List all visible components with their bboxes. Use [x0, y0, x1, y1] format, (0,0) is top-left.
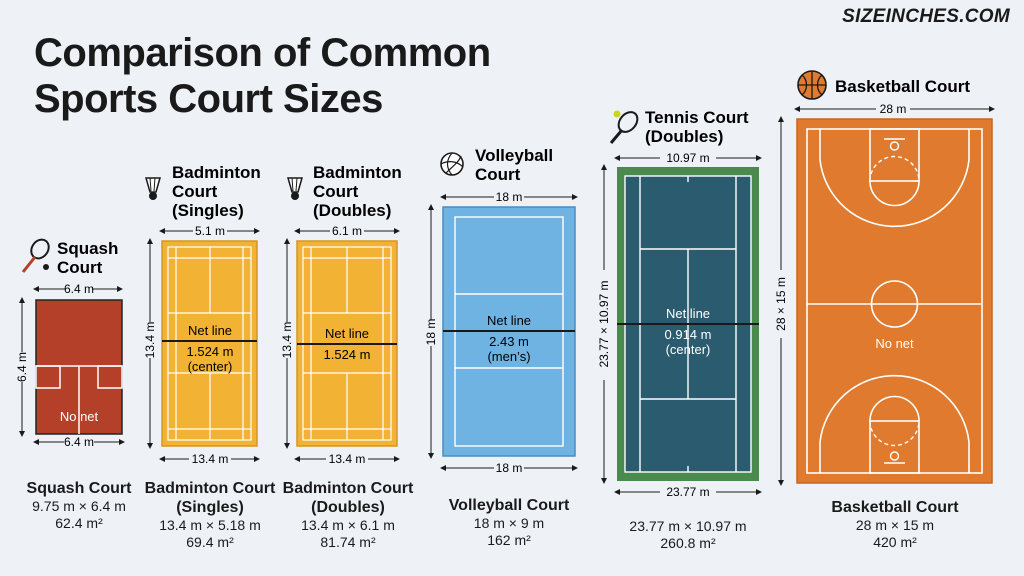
volleyball-top-width: 18 m	[496, 190, 523, 204]
badminton-doubles-caption-area: 81.74 m²	[320, 534, 376, 550]
squash-caption-dims: 9.75 m × 6.4 m	[32, 498, 126, 514]
badminton-singles-top-width: 5.1 m	[195, 224, 225, 238]
tennis-net-note: (center)	[666, 342, 711, 357]
badminton-singles-net-label: Net line	[188, 323, 232, 338]
basketball-icon	[797, 70, 827, 100]
shuttlecock-icon	[287, 177, 303, 200]
badminton-singles-court: Badminton Court (Singles) 5.1 m Net line…	[142, 163, 261, 466]
badminton-singles-label-2: Court	[172, 182, 218, 201]
volleyball-court: Volleyball Court 18 m Net line 2.43 m (m…	[423, 146, 578, 475]
basketball-surface	[796, 118, 993, 484]
tennis-net-label: Net line	[666, 306, 710, 321]
basketball-caption: Basketball Court 28 m × 15 m 420 m²	[810, 498, 980, 551]
squash-top-width: 6.4 m	[64, 282, 94, 296]
badminton-doubles-net-height: 1.524 m	[324, 347, 371, 362]
badminton-doubles-court: Badminton Court (Doubles) 6.1 m Net line…	[279, 163, 402, 466]
badminton-singles-label-3: (Singles)	[172, 201, 244, 220]
tennis-racket-icon	[609, 110, 639, 144]
badminton-doubles-side-length: 13.4 m	[280, 322, 294, 359]
badminton-doubles-label-1: Badminton	[313, 163, 402, 182]
basketball-label-1: Basketball Court	[835, 77, 970, 96]
volleyball-label-2: Court	[475, 165, 521, 184]
badminton-singles-label-1: Badminton	[172, 163, 261, 182]
badminton-doubles-label-3: (Doubles)	[313, 201, 391, 220]
squash-bottom-width: 6.4 m	[64, 435, 94, 449]
basketball-caption-area: 420 m²	[873, 534, 917, 550]
tennis-side-length: 23.77 × 10.97 m	[597, 280, 611, 367]
shuttlecock-icon	[145, 177, 161, 200]
badminton-singles-net-height: 1.524 m	[187, 344, 234, 359]
squash-court: Squash Court 6.4 m No net 6.4 m 6.4 m	[14, 238, 125, 449]
volleyball-caption-dims: 18 m × 9 m	[473, 515, 545, 531]
volleyball-side-length: 18 m	[424, 319, 438, 346]
squash-label-1: Squash	[57, 239, 118, 258]
basketball-court: Basketball Court 28 m No net 28 × 15 m	[773, 70, 995, 486]
basketball-top-width: 28 m	[880, 102, 907, 116]
tennis-label-2: (Doubles)	[645, 127, 723, 146]
badminton-singles-caption-area: 69.4 m²	[186, 534, 234, 550]
squash-side-length: 6.4 m	[15, 352, 29, 382]
title-line-1: Comparison of Common	[34, 31, 491, 75]
volleyball-net-note: (men’s)	[487, 349, 530, 364]
tennis-net-height: 0.914 m	[665, 327, 712, 342]
squash-label-2: Court	[57, 258, 103, 277]
badminton-singles-side-length: 13.4 m	[143, 322, 157, 359]
badminton-doubles-net-label: Net line	[325, 326, 369, 341]
badminton-singles-caption: Badminton Court (Singles) 13.4 m × 5.18 …	[140, 479, 280, 551]
squash-caption-area: 62.4 m²	[55, 515, 103, 531]
basketball-side-length: 28 × 15 m	[774, 277, 788, 331]
volleyball-bottom-width: 18 m	[496, 461, 523, 475]
badminton-doubles-caption-dims: 13.4 m × 6.1 m	[301, 517, 395, 533]
volleyball-net-label: Net line	[487, 313, 531, 328]
squash-inner-text: No net	[60, 409, 99, 424]
squash-caption: Squash Court 9.75 m × 6.4 m 62.4 m²	[0, 479, 158, 532]
volleyball-label-1: Volleyball	[475, 146, 553, 165]
badminton-singles-bottom-width: 13.4 m	[192, 452, 229, 466]
tennis-label-1: Tennis Court	[645, 108, 749, 127]
brand-watermark: SIZEINCHES.COM	[842, 6, 1010, 27]
squash-racket-icon	[21, 238, 50, 273]
basketball-caption-name: Basketball Court	[831, 499, 959, 516]
basketball-caption-dims: 28 m × 15 m	[855, 517, 935, 533]
volleyball-caption-name: Volleyball Court	[448, 497, 570, 514]
volleyball-caption-area: 162 m²	[487, 532, 531, 548]
badminton-doubles-label-2: Court	[313, 182, 359, 201]
badminton-singles-caption-dims: 13.4 m × 5.18 m	[159, 517, 261, 533]
badminton-doubles-caption-name-1: Badminton Court	[282, 480, 414, 497]
tennis-caption-area: 260.8 m²	[660, 535, 716, 551]
badminton-singles-caption-name-1: Badminton Court	[144, 480, 276, 497]
page-title: Comparison of Common Sports Court Sizes	[34, 30, 491, 122]
volleyball-caption: Volleyball Court 18 m × 9 m 162 m²	[434, 496, 584, 549]
volleyball-icon	[440, 152, 464, 176]
badminton-doubles-caption-name-2: (Doubles)	[311, 499, 385, 516]
tennis-top-width: 10.97 m	[666, 151, 709, 165]
tennis-bottom-width: 23.77 m	[666, 485, 709, 499]
basketball-inner-text: No net	[875, 336, 914, 351]
badminton-singles-net-note: (center)	[188, 359, 233, 374]
volleyball-net-height: 2.43 m	[489, 334, 529, 349]
tennis-court: Tennis Court (Doubles) 10.97 m Net line …	[596, 108, 762, 499]
badminton-doubles-caption: Badminton Court (Doubles) 13.4 m × 6.1 m…	[278, 479, 418, 551]
tennis-caption: 23.77 m × 10.97 m 260.8 m²	[608, 518, 768, 552]
badminton-singles-caption-name-2: (Singles)	[176, 499, 244, 516]
squash-caption-name: Squash Court	[26, 480, 132, 497]
title-line-2: Sports Court Sizes	[34, 77, 383, 121]
badminton-doubles-top-width: 6.1 m	[332, 224, 362, 238]
tennis-caption-dims: 23.77 m × 10.97 m	[629, 518, 747, 534]
badminton-doubles-bottom-width: 13.4 m	[329, 452, 366, 466]
